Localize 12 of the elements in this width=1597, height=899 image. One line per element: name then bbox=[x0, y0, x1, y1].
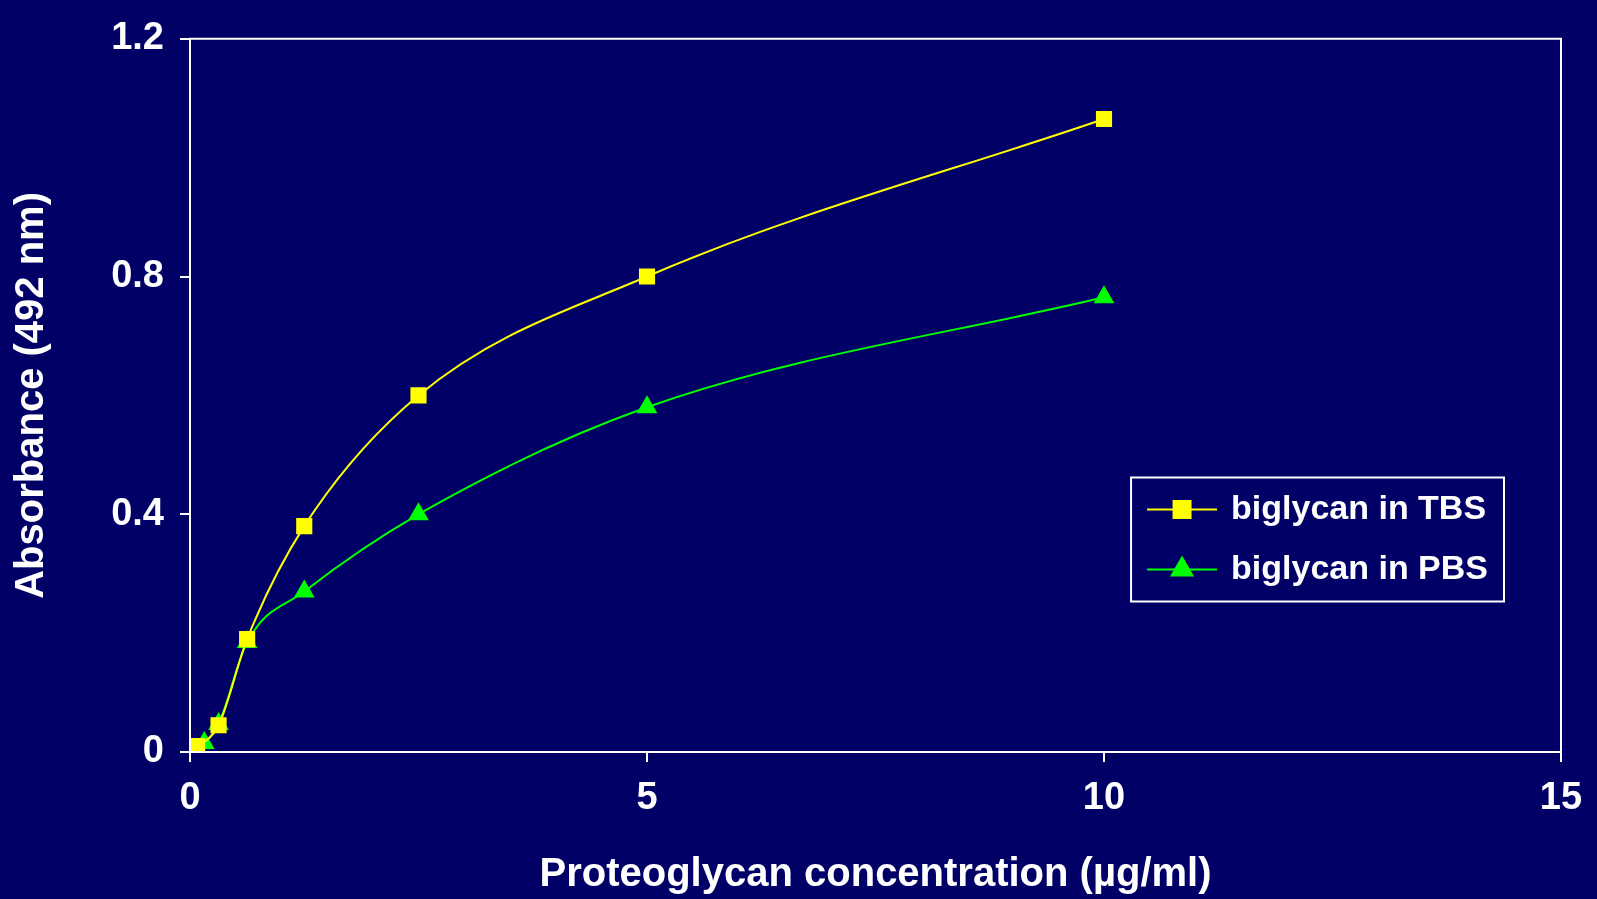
x-axis-title: Proteoglycan concentration (µg/ml) bbox=[539, 850, 1212, 895]
y-axis-title: Absorbance (492 nm) bbox=[7, 192, 52, 599]
y-tick-label: 0 bbox=[142, 728, 164, 771]
x-tick-label: 15 bbox=[1539, 775, 1583, 818]
x-tick-label: 10 bbox=[1082, 775, 1126, 818]
x-tick-label: 0 bbox=[179, 775, 201, 818]
y-tick-label: 0.4 bbox=[111, 490, 164, 533]
y-tick-label: 1.2 bbox=[111, 15, 164, 58]
y-tick-label: 0.8 bbox=[111, 253, 164, 296]
legend-label: biglycan in TBS bbox=[1231, 487, 1487, 526]
x-tick-label: 5 bbox=[636, 775, 658, 818]
legend-label: biglycan in PBS bbox=[1231, 547, 1489, 586]
